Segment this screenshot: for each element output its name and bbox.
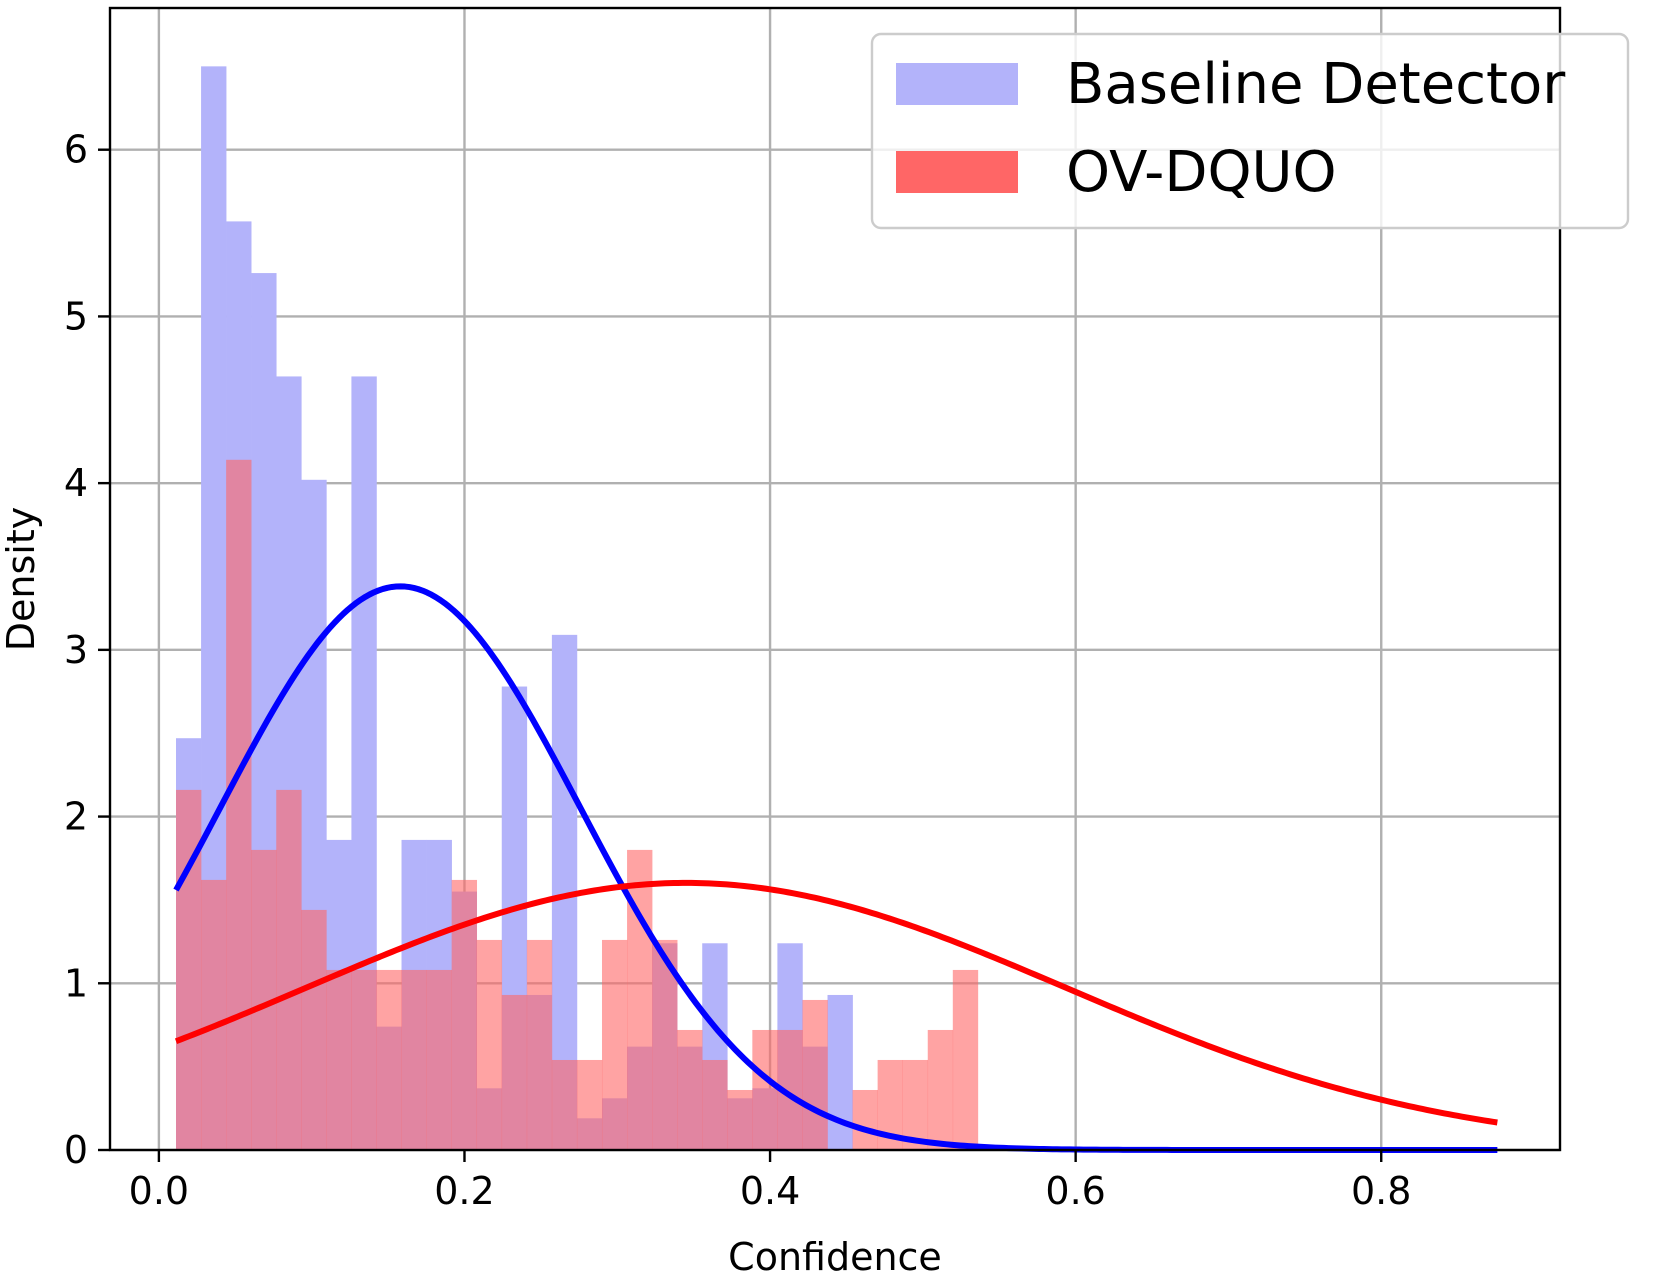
- ov-dquo-bar: [201, 879, 227, 1150]
- ov-dquo-bar: [927, 1029, 954, 1150]
- ov-dquo-bar: [326, 969, 352, 1150]
- ov-dquo-bar: [501, 994, 528, 1150]
- y-axis-title: Density: [0, 507, 43, 651]
- ov-dquo-bar: [476, 939, 503, 1150]
- ov-dquo-fit-curve: [174, 879, 1498, 1126]
- x-tick-label: 0.6: [1045, 1169, 1105, 1213]
- y-tick-label: 5: [64, 294, 88, 338]
- x-tick-label: 0.2: [434, 1169, 494, 1213]
- plot-frame: [108, 6, 1562, 1152]
- x-axis-title: Confidence: [728, 1235, 942, 1275]
- x-tick-label: 0.4: [740, 1169, 800, 1213]
- legend-swatch-baseline-detector: [896, 63, 1018, 105]
- y-tick-label: 3: [64, 628, 88, 672]
- ov-dquo-bar: [351, 969, 377, 1150]
- x-tick-label: 0.0: [129, 1169, 189, 1213]
- ov-dquo-bar: [401, 969, 427, 1150]
- ov-dquo-bar: [576, 1059, 603, 1150]
- ov-dquo-bar: [176, 789, 202, 1150]
- y-tick-label: 0: [64, 1128, 88, 1172]
- ov-dquo-bar: [301, 909, 327, 1150]
- legend: Baseline Detector OV-DQUO: [870, 32, 1630, 230]
- y-tick-label: 1: [64, 961, 88, 1005]
- y-tick-label: 2: [64, 795, 88, 839]
- ov-dquo-bar: [852, 1089, 878, 1150]
- ov-dquo-bar: [752, 1029, 778, 1150]
- ov-dquo-bar: [702, 1059, 728, 1150]
- x-tick-label: 0.8: [1351, 1169, 1411, 1213]
- legend-frame: [870, 32, 1630, 230]
- ov-dquo-bar: [627, 849, 653, 1150]
- legend-label-baseline-detector: Baseline Detector: [1066, 52, 1566, 117]
- ov-dquo-bar: [601, 939, 628, 1150]
- ov-dquo-histogram: [176, 459, 979, 1150]
- y-tick-label: 6: [64, 128, 88, 172]
- ov-dquo-bar: [952, 969, 979, 1150]
- legend-label-ov-dquo: OV-DQUO: [1066, 140, 1337, 205]
- ov-dquo-bar: [376, 969, 402, 1150]
- axis-ticks: 0.0 0.2 0.4 0.6 0.8 0 1 2 3 4 5 6: [64, 128, 1412, 1213]
- ov-dquo-bar: [902, 1059, 929, 1150]
- ov-dquo-bar: [276, 789, 302, 1150]
- ov-dquo-bar: [677, 1029, 703, 1150]
- ov-dquo-bar: [226, 459, 252, 1150]
- ov-dquo-bar: [551, 1059, 578, 1150]
- ov-dquo-bar: [426, 969, 452, 1150]
- ov-dquo-bar: [727, 1089, 753, 1150]
- legend-swatch-ov-dquo: [896, 151, 1018, 193]
- ov-dquo-bar: [802, 999, 828, 1150]
- ov-dquo-bar: [526, 939, 553, 1150]
- y-tick-label: 4: [64, 461, 88, 505]
